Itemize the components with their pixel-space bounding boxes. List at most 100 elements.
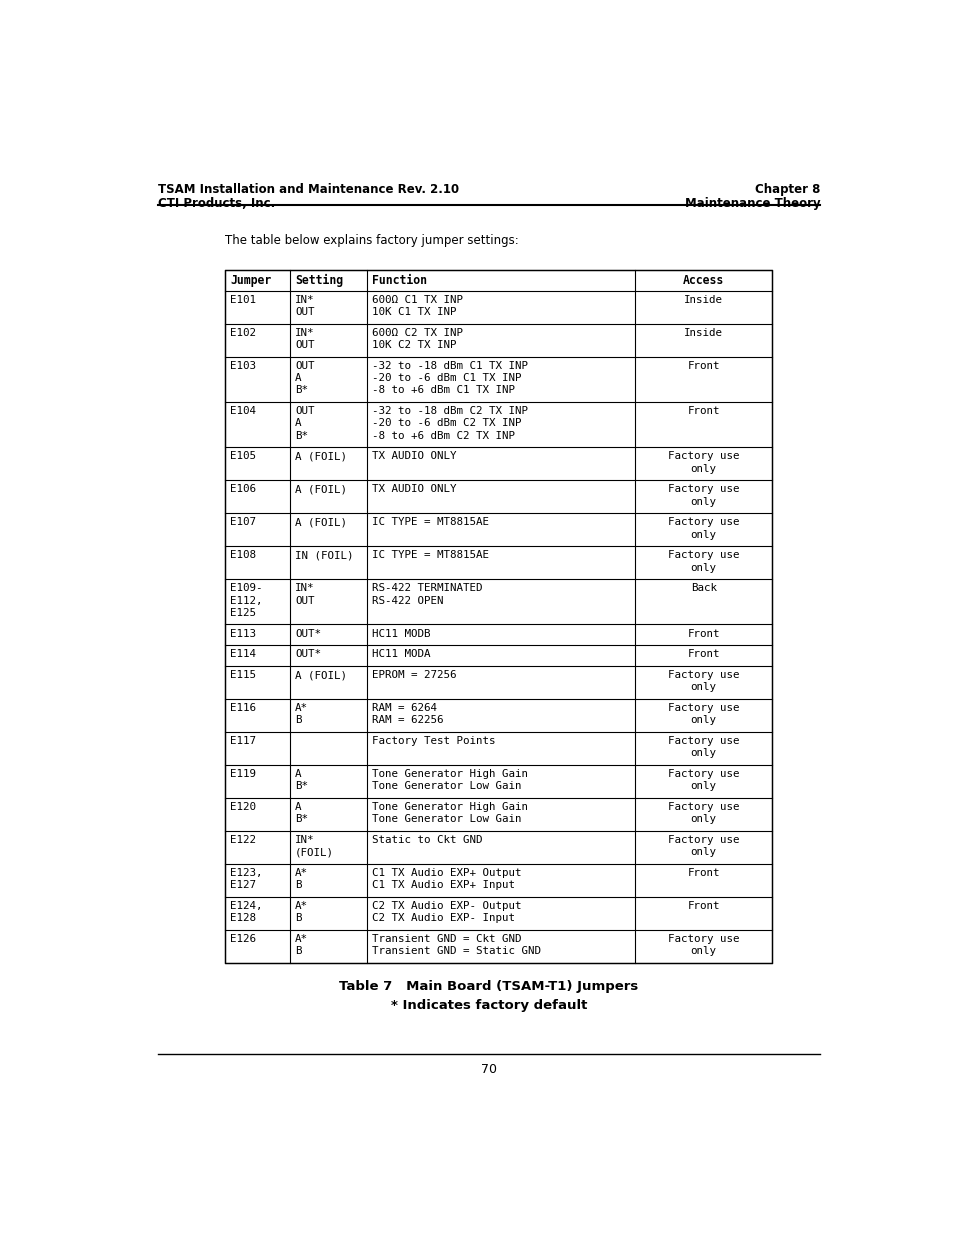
Text: E123,: E123,	[230, 868, 262, 878]
Text: E128: E128	[230, 914, 256, 924]
Text: only: only	[690, 715, 716, 725]
Text: E120: E120	[230, 803, 256, 813]
Text: Tone Generator Low Gain: Tone Generator Low Gain	[372, 782, 521, 792]
Text: Setting: Setting	[294, 274, 343, 288]
Text: -8 to +6 dBm C2 TX INP: -8 to +6 dBm C2 TX INP	[372, 431, 515, 441]
Text: Front: Front	[687, 650, 720, 659]
Text: Access: Access	[682, 274, 723, 288]
Text: Inside: Inside	[683, 329, 722, 338]
Text: B: B	[294, 715, 301, 725]
Text: Factory use: Factory use	[667, 517, 739, 527]
Text: E126: E126	[230, 934, 256, 945]
Text: B: B	[294, 946, 301, 956]
Text: OUT: OUT	[294, 361, 314, 370]
Text: IN*: IN*	[294, 329, 314, 338]
Text: E114: E114	[230, 650, 256, 659]
Text: Front: Front	[687, 868, 720, 878]
Text: A: A	[294, 373, 301, 383]
Text: -32 to -18 dBm C1 TX INP: -32 to -18 dBm C1 TX INP	[372, 361, 528, 370]
Text: B: B	[294, 914, 301, 924]
Text: only: only	[690, 946, 716, 956]
Text: A (FOIL): A (FOIL)	[294, 484, 347, 494]
Text: Inside: Inside	[683, 295, 722, 305]
Text: HC11 MODB: HC11 MODB	[372, 629, 430, 638]
Text: E122: E122	[230, 835, 256, 845]
Text: E125: E125	[230, 608, 256, 618]
Text: Factory use: Factory use	[667, 551, 739, 561]
Text: only: only	[690, 683, 716, 693]
Text: IC TYPE = MT8815AE: IC TYPE = MT8815AE	[372, 517, 489, 527]
Text: Factory Test Points: Factory Test Points	[372, 736, 496, 746]
Text: RS-422 OPEN: RS-422 OPEN	[372, 595, 443, 605]
Text: E107: E107	[230, 517, 256, 527]
Text: 600Ω C2 TX INP: 600Ω C2 TX INP	[372, 329, 462, 338]
Text: only: only	[690, 563, 716, 573]
Text: E112,: E112,	[230, 595, 262, 605]
Text: only: only	[690, 748, 716, 758]
Text: Front: Front	[687, 629, 720, 638]
Text: IN (FOIL): IN (FOIL)	[294, 551, 354, 561]
Text: RAM = 6264: RAM = 6264	[372, 703, 436, 713]
Text: The table below explains factory jumper settings:: The table below explains factory jumper …	[225, 233, 518, 247]
Text: Front: Front	[687, 406, 720, 416]
Text: A (FOIL): A (FOIL)	[294, 452, 347, 462]
Text: A*: A*	[294, 934, 308, 945]
Text: -32 to -18 dBm C2 TX INP: -32 to -18 dBm C2 TX INP	[372, 406, 528, 416]
Text: RS-422 TERMINATED: RS-422 TERMINATED	[372, 583, 482, 593]
Text: Factory use: Factory use	[667, 452, 739, 462]
Text: C2 TX Audio EXP- Output: C2 TX Audio EXP- Output	[372, 902, 521, 911]
Text: only: only	[690, 530, 716, 540]
Text: Chapter 8: Chapter 8	[754, 183, 820, 196]
Text: A*: A*	[294, 703, 308, 713]
Text: only: only	[690, 782, 716, 792]
Text: CTI Products, Inc.: CTI Products, Inc.	[157, 196, 274, 210]
Text: E117: E117	[230, 736, 256, 746]
Text: * Indicates factory default: * Indicates factory default	[391, 999, 586, 1011]
Text: Jumper: Jumper	[230, 274, 271, 288]
Text: B: B	[294, 881, 301, 890]
Text: E104: E104	[230, 406, 256, 416]
Text: C1 TX Audio EXP+ Output: C1 TX Audio EXP+ Output	[372, 868, 521, 878]
Text: OUT: OUT	[294, 595, 314, 605]
Text: E105: E105	[230, 452, 256, 462]
Text: OUT: OUT	[294, 308, 314, 317]
Text: 10K C1 TX INP: 10K C1 TX INP	[372, 308, 456, 317]
Text: Function: Function	[372, 274, 427, 288]
Text: 70: 70	[480, 1063, 497, 1076]
Text: E124,: E124,	[230, 902, 262, 911]
Text: only: only	[690, 814, 716, 825]
Text: A: A	[294, 803, 301, 813]
Text: A*: A*	[294, 902, 308, 911]
Text: TX AUDIO ONLY: TX AUDIO ONLY	[372, 452, 456, 462]
Text: OUT: OUT	[294, 340, 314, 351]
Text: E102: E102	[230, 329, 256, 338]
Text: IN*: IN*	[294, 583, 314, 593]
Text: IN*: IN*	[294, 295, 314, 305]
Text: E116: E116	[230, 703, 256, 713]
Text: Factory use: Factory use	[667, 934, 739, 945]
Text: E106: E106	[230, 484, 256, 494]
Text: E108: E108	[230, 551, 256, 561]
Text: E109-: E109-	[230, 583, 262, 593]
Text: OUT*: OUT*	[294, 629, 321, 638]
Text: Front: Front	[687, 361, 720, 370]
Text: OUT: OUT	[294, 406, 314, 416]
Text: TSAM Installation and Maintenance Rev. 2.10: TSAM Installation and Maintenance Rev. 2…	[157, 183, 458, 196]
Text: only: only	[690, 847, 716, 857]
Text: E113: E113	[230, 629, 256, 638]
Text: E127: E127	[230, 881, 256, 890]
Text: B*: B*	[294, 431, 308, 441]
Text: -20 to -6 dBm C2 TX INP: -20 to -6 dBm C2 TX INP	[372, 419, 521, 429]
Text: OUT*: OUT*	[294, 650, 321, 659]
Text: A*: A*	[294, 868, 308, 878]
Text: -20 to -6 dBm C1 TX INP: -20 to -6 dBm C1 TX INP	[372, 373, 521, 383]
Text: Factory use: Factory use	[667, 769, 739, 779]
Text: C1 TX Audio EXP+ Input: C1 TX Audio EXP+ Input	[372, 881, 515, 890]
Text: Factory use: Factory use	[667, 835, 739, 845]
Text: 600Ω C1 TX INP: 600Ω C1 TX INP	[372, 295, 462, 305]
Text: B*: B*	[294, 385, 308, 395]
Text: IN*: IN*	[294, 835, 314, 845]
Text: HC11 MODA: HC11 MODA	[372, 650, 430, 659]
Text: Transient GND = Ckt GND: Transient GND = Ckt GND	[372, 934, 521, 945]
Text: Front: Front	[687, 902, 720, 911]
